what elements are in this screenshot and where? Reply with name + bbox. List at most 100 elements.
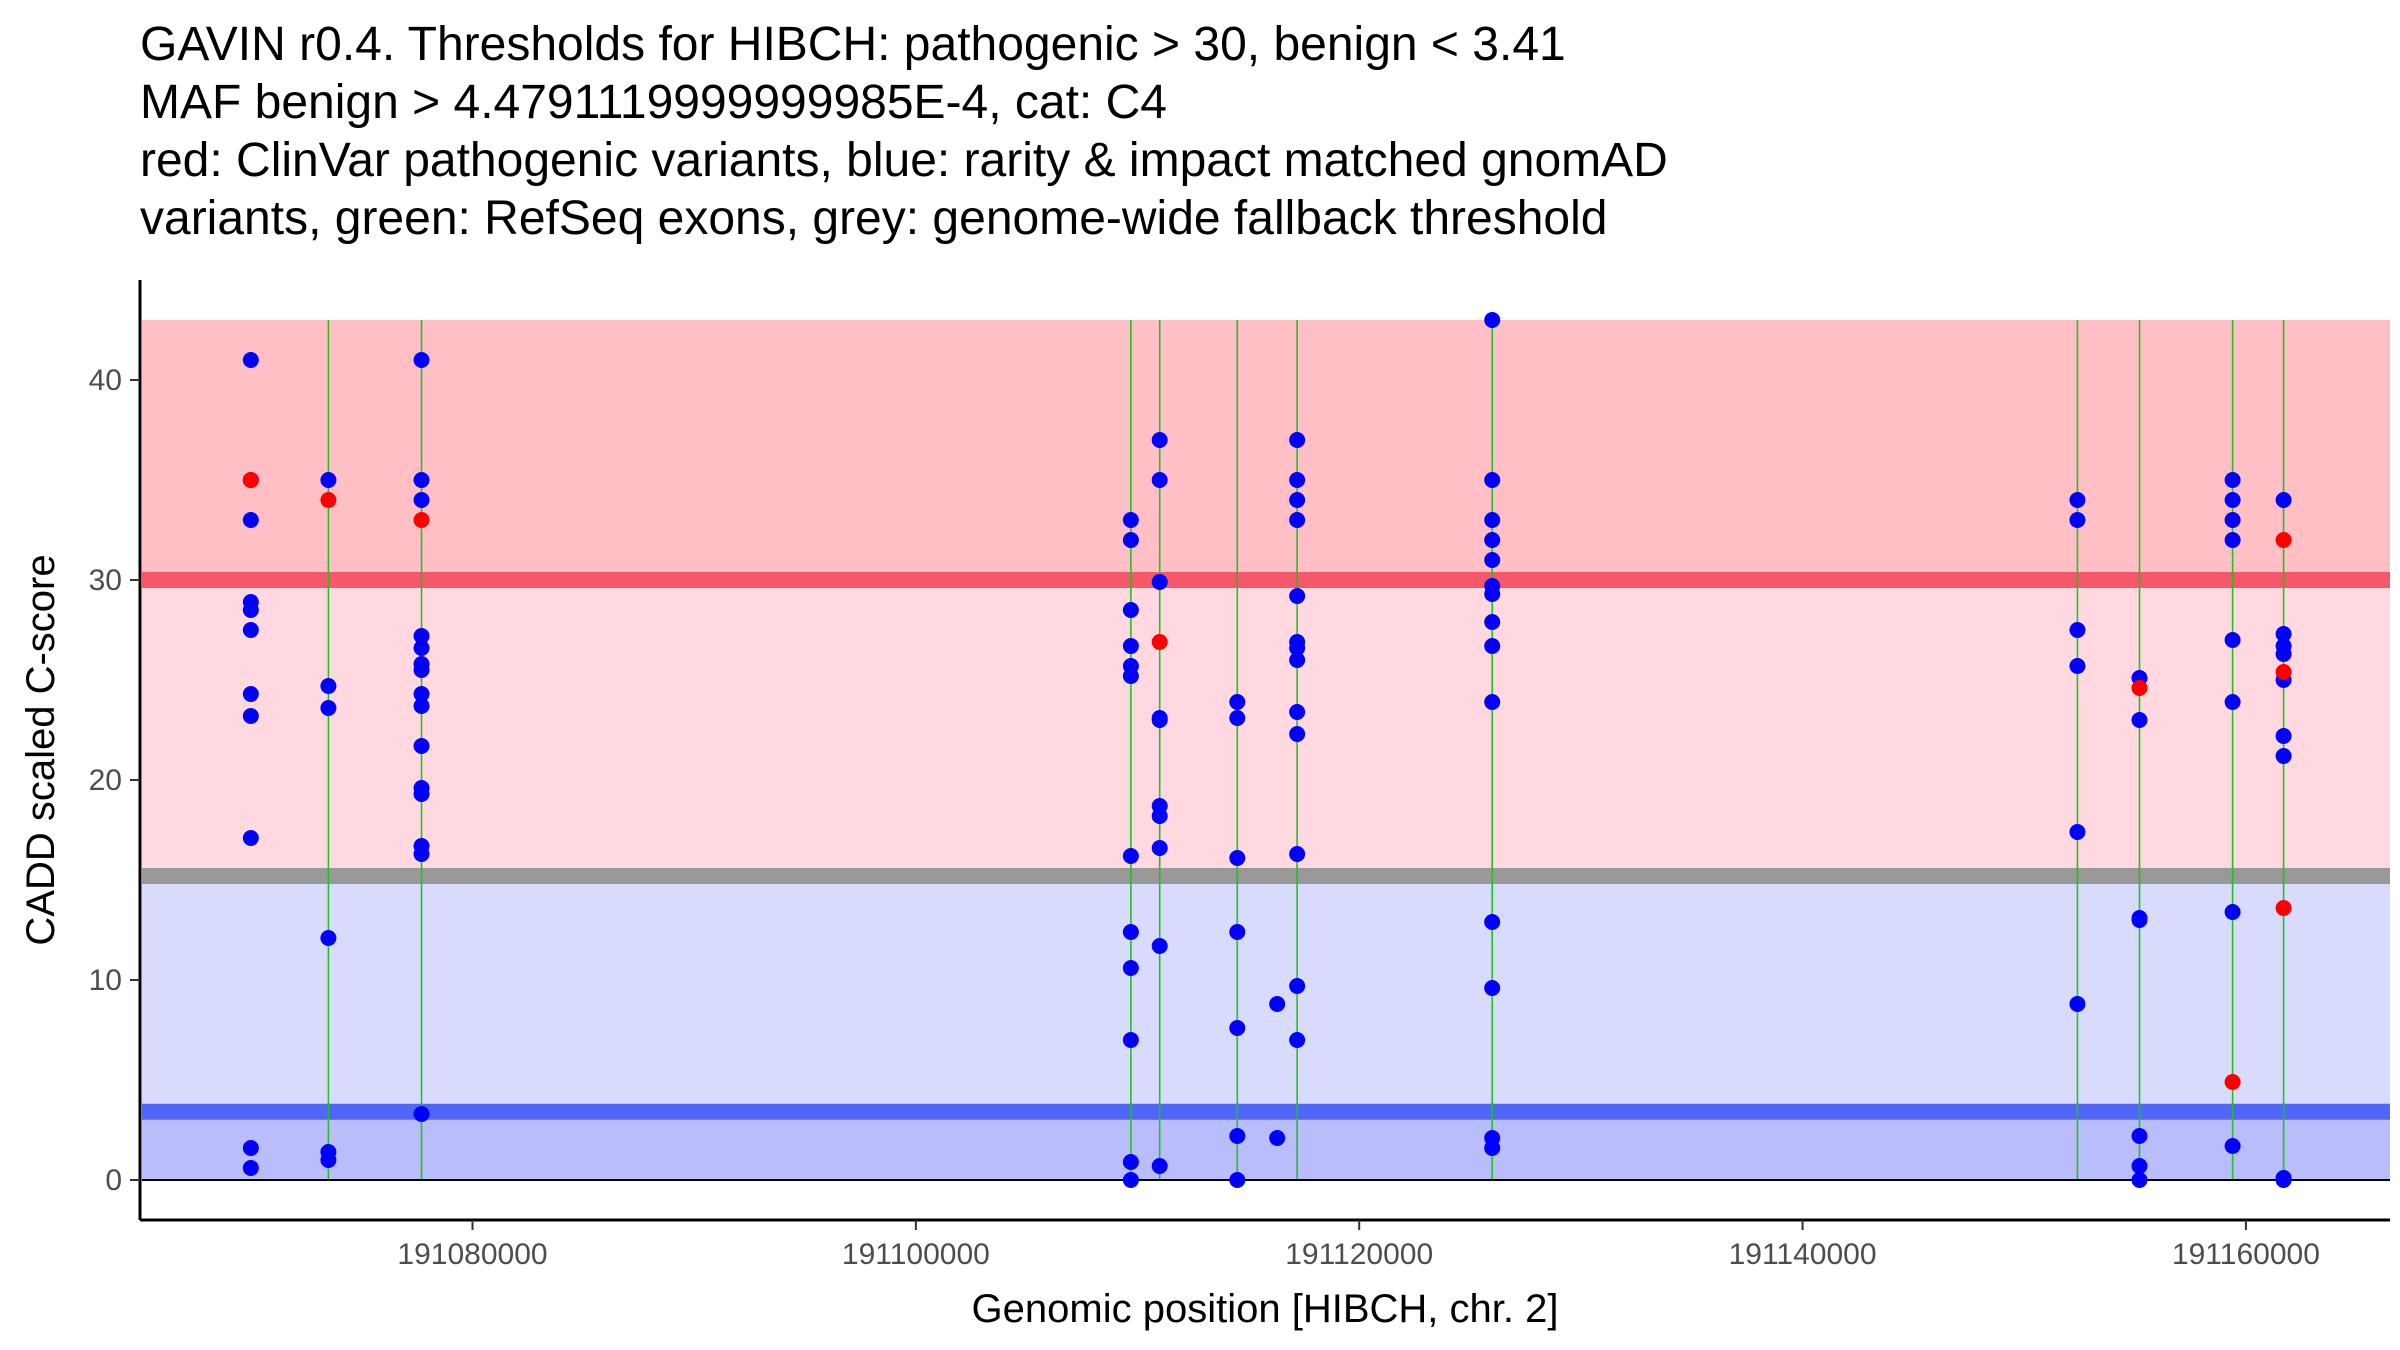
gnomad-point <box>1484 914 1501 930</box>
clinvar-point <box>242 472 259 488</box>
pathogenic-zone <box>142 320 2390 580</box>
gnomad-point <box>1289 588 1306 604</box>
gnomad-point <box>1484 638 1501 654</box>
gnomad-point <box>413 686 430 702</box>
clinvar-point <box>320 492 337 508</box>
gnomad-point <box>1122 1032 1139 1048</box>
gnomad-point <box>242 352 259 368</box>
gnomad-point <box>1289 652 1306 668</box>
gnomad-point <box>320 472 337 488</box>
gnomad-point <box>1484 614 1501 630</box>
gnomad-point <box>1229 1172 1246 1188</box>
gnomad-point <box>1484 312 1501 328</box>
gnomad-point <box>1151 574 1168 590</box>
gnomad-point <box>1229 694 1246 710</box>
axes <box>138 280 2390 1222</box>
clinvar-point <box>2275 664 2292 680</box>
title-line-3: red: ClinVar pathogenic variants, blue: … <box>140 134 1668 187</box>
gnomad-point <box>1151 472 1168 488</box>
gnomad-point <box>2275 646 2292 662</box>
y-tick-label: 10 <box>89 964 122 997</box>
gnomad-point <box>2275 492 2292 508</box>
y-tick-label: 30 <box>89 564 122 597</box>
gnomad-point <box>413 640 430 656</box>
gnomad-point <box>2131 1158 2148 1174</box>
gnomad-point <box>1151 938 1168 954</box>
gnomad-point <box>1269 996 1286 1012</box>
gnomad-point <box>2131 1172 2148 1188</box>
axis-ticks: 0 10 20 30 40 191080000 191100000 191120000 1911… <box>89 364 2320 1271</box>
benign-zone <box>142 1111 2390 1180</box>
gnomad-point <box>1151 712 1168 728</box>
gnomad-point <box>2131 712 2148 728</box>
x-tick-label: 191100000 <box>842 1238 990 1271</box>
x-tick-label: 191120000 <box>1285 1238 1433 1271</box>
gnomad-point <box>1122 924 1139 940</box>
clinvar-point <box>413 512 430 528</box>
gnomad-point <box>413 846 430 862</box>
x-tick-label: 191080000 <box>397 1238 547 1271</box>
y-tick-label: 20 <box>89 764 122 797</box>
y-tick-label: 40 <box>89 364 122 397</box>
title-line-4: variants, green: RefSeq exons, grey: gen… <box>140 192 1608 245</box>
chart-title: GAVIN r0.4. Thresholds for HIBCH: pathog… <box>140 16 1668 248</box>
gnomad-point <box>1229 1020 1246 1036</box>
title-line-1: GAVIN r0.4. Thresholds for HIBCH: pathog… <box>140 18 1566 71</box>
gnomad-point <box>2224 1138 2241 1154</box>
gnomad-point <box>2069 824 2086 840</box>
gnomad-point <box>1289 512 1306 528</box>
x-tick-label: 191140000 <box>1729 1238 1877 1271</box>
gnomad-point <box>413 698 430 714</box>
x-axis-title: Genomic position [HIBCH, chr. 2] <box>972 1287 1559 1331</box>
y-tick-label: 0 <box>105 1164 122 1197</box>
gnomad-point <box>1289 704 1306 720</box>
x-tick-label: 191160000 <box>2172 1238 2320 1271</box>
gnomad-point <box>1484 472 1501 488</box>
clinvar-point <box>2224 1074 2241 1090</box>
gnomad-point <box>1151 808 1168 824</box>
gnomad-point <box>413 738 430 754</box>
gnomad-point <box>1289 846 1306 862</box>
gnomad-point <box>2069 996 2086 1012</box>
title-line-2: MAF benign > 4.4791119999999985E-4, cat:… <box>140 76 1167 129</box>
intermediate-lower-zone <box>142 876 2390 1112</box>
gnomad-point <box>1289 726 1306 742</box>
gnomad-point <box>1289 472 1306 488</box>
y-axis-title: CADD scaled C-score <box>19 554 63 945</box>
gnomad-point <box>2224 472 2241 488</box>
gnomad-point <box>413 492 430 508</box>
gnomad-point <box>320 930 337 946</box>
gnomad-point <box>2224 512 2241 528</box>
intermediate-upper-zone <box>142 580 2390 876</box>
gnomad-point <box>1122 602 1139 618</box>
variant-points <box>242 312 2292 1188</box>
gnomad-point <box>1229 850 1246 866</box>
gnomad-point <box>1289 492 1306 508</box>
gnomad-point <box>1484 586 1501 602</box>
gnomad-point <box>242 830 259 846</box>
gnomad-point <box>242 708 259 724</box>
gnomad-point <box>242 512 259 528</box>
gnomad-point <box>320 678 337 694</box>
gnomad-point <box>1122 1172 1139 1188</box>
gnomad-point <box>1289 978 1306 994</box>
gnomad-point <box>2224 694 2241 710</box>
gnomad-point <box>2275 1172 2292 1188</box>
clinvar-point <box>2131 680 2148 696</box>
gnomad-point <box>2069 622 2086 638</box>
gnomad-point <box>413 472 430 488</box>
gnomad-point <box>242 1160 259 1176</box>
gnomad-point <box>1122 848 1139 864</box>
gnomad-point <box>1484 552 1501 568</box>
gnomad-point <box>1484 980 1501 996</box>
gnomad-point <box>1229 1128 1246 1144</box>
gnomad-point <box>320 1152 337 1168</box>
threshold-regions <box>142 320 2390 1180</box>
gnomad-point <box>1289 1032 1306 1048</box>
gnomad-point <box>2275 728 2292 744</box>
gnomad-point <box>1151 432 1168 448</box>
gnomad-point <box>1269 1130 1286 1146</box>
gnomad-point <box>1122 960 1139 976</box>
gnomad-point <box>242 1140 259 1156</box>
